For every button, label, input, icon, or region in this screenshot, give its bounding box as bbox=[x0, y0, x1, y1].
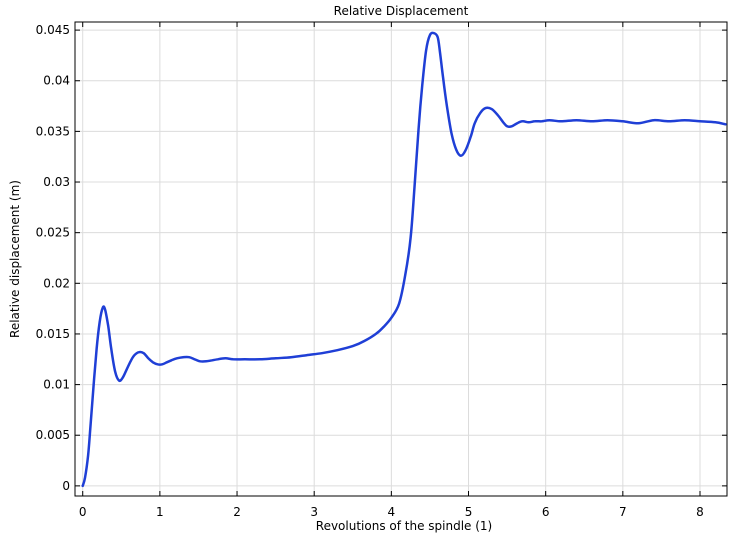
y-tick-label: 0.03 bbox=[43, 175, 70, 189]
y-tick-label: 0 bbox=[62, 479, 70, 493]
x-tick-label: 5 bbox=[465, 505, 473, 519]
displacement-series-line bbox=[81, 31, 727, 488]
y-tick-label: 0.04 bbox=[43, 74, 70, 88]
axis-ticks bbox=[75, 22, 727, 496]
x-tick-label: 2 bbox=[233, 505, 241, 519]
grid bbox=[75, 22, 727, 496]
y-tick-label: 0.005 bbox=[36, 428, 70, 442]
y-axis-label: Relative displacement (m) bbox=[8, 180, 22, 338]
y-tick-label: 0.015 bbox=[36, 327, 70, 341]
y-tick-label: 0.025 bbox=[36, 226, 70, 240]
x-tick-label: 1 bbox=[156, 505, 164, 519]
x-tick-label: 3 bbox=[310, 505, 318, 519]
y-tick-label: 0.01 bbox=[43, 378, 70, 392]
x-tick-label: 0 bbox=[79, 505, 87, 519]
x-tick-labels: 0 1 2 3 4 5 6 7 8 bbox=[79, 505, 704, 519]
x-tick-label: 7 bbox=[619, 505, 627, 519]
y-tick-label: 0.045 bbox=[36, 23, 70, 37]
x-tick-label: 4 bbox=[388, 505, 396, 519]
plot-frame bbox=[74, 21, 728, 497]
y-tick-label: 0.02 bbox=[43, 276, 70, 290]
x-axis-label: Revolutions of the spindle (1) bbox=[316, 519, 492, 533]
y-tick-label: 0.035 bbox=[36, 124, 70, 138]
x-tick-label: 6 bbox=[542, 505, 550, 519]
y-tick-labels: 0 0.005 0.01 0.015 0.02 0.025 0.03 0.035 0.04 0.0… bbox=[36, 23, 70, 493]
chart-title: Relative Displacement bbox=[334, 4, 469, 18]
x-tick-label: 8 bbox=[696, 505, 704, 519]
